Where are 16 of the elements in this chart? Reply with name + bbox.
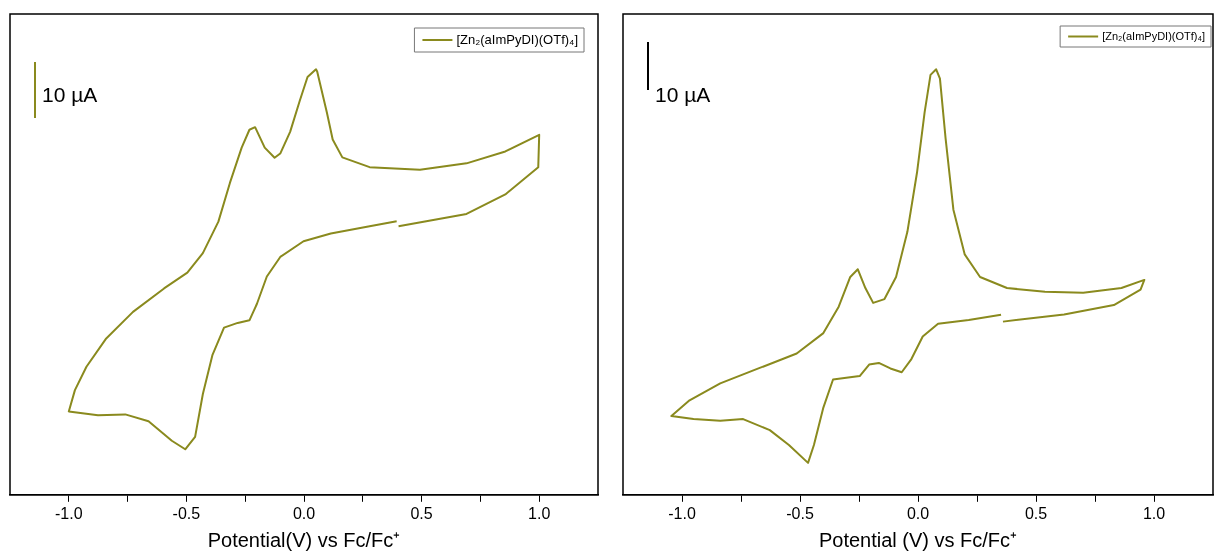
x-tick-label: 0.0	[906, 504, 930, 522]
x-axis-title: Potential(V) vs Fc/Fc⁺	[207, 528, 401, 551]
x-tick-label: -0.5	[172, 504, 201, 522]
x-tick-label: -1.0	[55, 504, 83, 522]
x-tick-label: 1.0	[528, 504, 551, 522]
x-tick-label: 0.5	[1024, 504, 1048, 522]
x-axis-title: Potential (V) vs Fc/Fc⁺	[818, 528, 1018, 551]
x-tick-label: 1.0	[1142, 504, 1166, 522]
x-tick-label: -0.5	[786, 504, 814, 522]
annotation: 10 µA	[42, 83, 98, 106]
legend-label: [Zn₂(aImPyDI)(OTf)₄]	[1102, 29, 1206, 42]
x-tick-label: -1.0	[668, 504, 696, 522]
x-tick-label: 0.5	[410, 504, 433, 522]
legend-label: [Zn₂(aImPyDI)(OTf)₄]	[456, 31, 579, 47]
annotation: 10 µA	[655, 83, 711, 106]
x-tick-label: 0.0	[292, 504, 316, 522]
